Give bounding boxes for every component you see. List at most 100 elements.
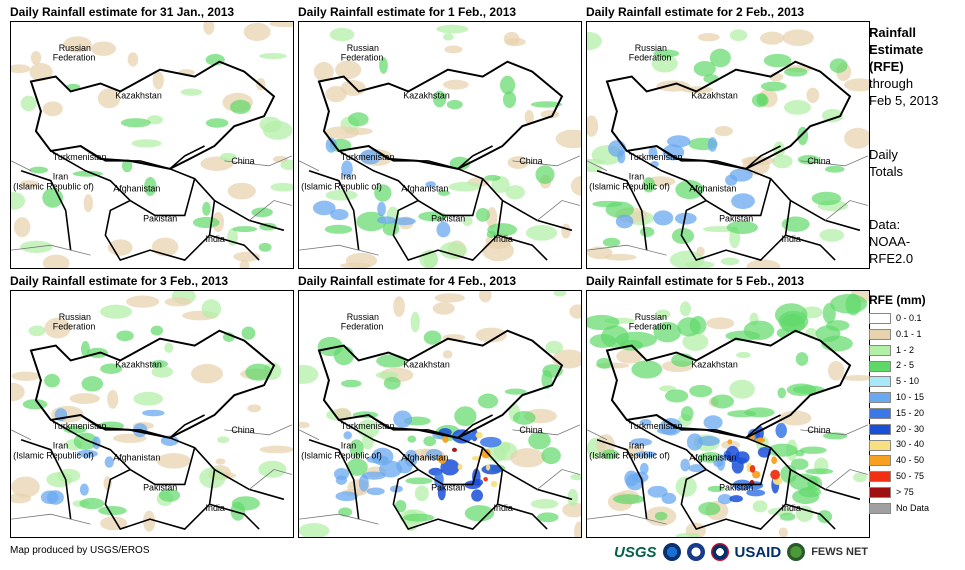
map-label: Pakistan [431,482,465,492]
neighbor-border [11,429,32,441]
rainfall-area [561,223,571,239]
map-label: Turkmenistan [341,152,395,162]
legend-swatch [869,455,891,467]
rainfall-area [76,449,98,458]
rainfall-area [530,499,559,509]
rainfall-area [659,418,683,436]
neighbor-border [11,160,32,172]
rainfall-map: Russian Federation Kazakhstan Turkmenistan I… [298,21,582,269]
legend-item: 40 - 50 [869,454,924,467]
map-label: Russian [59,312,91,322]
rainfall-area [103,476,112,491]
map-label: Afghanistan [689,453,736,463]
rainfall-area [477,393,499,409]
rainfall-area [317,336,343,357]
map-label: Kazakhstan [115,359,162,369]
region-outline [317,329,564,439]
rainfall-area [485,445,507,463]
map-label: Iran [341,172,356,182]
rainfall-area [312,200,336,216]
rainfall-area [19,180,39,188]
rainfall-area [164,342,174,353]
rainfall-area [639,462,649,475]
rainfall-area [324,126,360,139]
rainfall-area [541,447,561,465]
rainfall-area [22,399,48,410]
rainfall-area [675,476,697,497]
country-border [169,414,205,439]
rainfall-area [241,326,256,340]
map-label: Federation [53,322,96,332]
rainfall-area [11,371,41,381]
rainfall-area [503,31,520,46]
side-through-2: Feb 5, 2013 [869,93,939,108]
rainfall-area [81,376,104,392]
country-border [308,170,360,251]
country-border [790,468,861,501]
rainfall-area [104,456,114,468]
rainfall-area [330,209,349,221]
rainfall-area [688,464,705,473]
legend-item: 0.1 - 1 [869,328,922,341]
country-border [626,419,707,471]
rainfall-area [729,168,753,182]
rainfall-area [777,387,786,399]
legend-item: 15 - 20 [869,407,924,420]
side-title: Rainfall Estimate (RFE) through Feb 5, 2… [869,24,938,109]
rainfall-area [83,194,94,213]
rainfall-area [405,477,433,485]
map-label: Iran [341,441,356,451]
rainfall-area [569,304,581,319]
country-border [680,437,792,531]
rainfall-area [770,469,781,480]
rainfall-area [13,217,31,238]
rainfall-area [799,446,827,454]
rainfall-area [150,360,169,368]
rainfall-area [485,464,491,471]
state-seal-icon [686,543,705,561]
rainfall-area [437,484,446,501]
neighbor-border [224,424,293,436]
map-label: Afghanistan [401,184,448,194]
rainfall-area [472,478,484,486]
rainfall-area [11,192,26,210]
rainfall-area [782,29,814,46]
rainfall-area [454,406,477,427]
legend-swatch [869,344,891,356]
rainfall-area [440,459,460,476]
rainfall-area [706,317,735,330]
rainfall-area [671,227,695,245]
rainfall-area [366,455,389,464]
rainfall-area [30,51,42,65]
rainfall-area [819,228,845,242]
rainfall-area [710,394,735,409]
rainfall-area [760,81,787,92]
rainfall-area [535,165,555,184]
rainfall-area [340,80,366,96]
rainfall-area [596,357,612,369]
country-border [80,145,171,170]
rainfall-area [63,425,87,434]
rainfall-area [680,406,694,422]
rainfall-area [749,465,756,473]
rainfall-area [647,485,668,498]
rainfall-area [98,505,127,516]
rainfall-area [11,64,31,74]
rainfall-area [219,152,237,162]
rainfall-area [829,58,848,73]
rainfall-area [639,418,652,426]
rainfall-area [528,431,551,450]
legend-label: 0.1 - 1 [896,328,922,339]
rainfall-area [640,226,655,237]
neighbor-border [536,200,580,221]
map-label: Iran [629,172,644,182]
rainfall-map: Russian Federation Kazakhstan Turkmenistan I… [10,21,294,269]
map-label: India [782,234,801,244]
usaid-logo: USAID [734,543,782,561]
map-label: Russian [59,43,91,53]
rainfall-area [843,375,869,382]
rainfall-area [844,78,869,92]
rainfall-area [844,127,869,149]
rainfall-area [696,246,705,257]
rainfall-area [46,490,64,505]
